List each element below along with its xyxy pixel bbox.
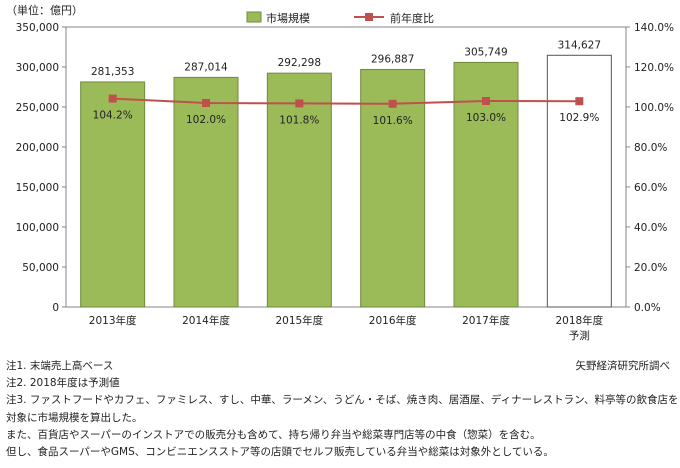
left-axis-tick-label: 0 bbox=[52, 302, 59, 314]
bar bbox=[80, 81, 146, 308]
category-label: 2013年度 bbox=[89, 314, 137, 327]
right-axis-tick-label: 0.0% bbox=[634, 302, 661, 314]
growth-marker bbox=[482, 97, 490, 105]
unit-label: （単位：億円） bbox=[6, 3, 83, 17]
right-axis-tick-label: 40.0% bbox=[634, 222, 667, 234]
left-axis-tick-label: 150,000 bbox=[16, 182, 59, 194]
market-size-chart: 0 50,000 100,000 150,000 200,000 250,000 300,0… bbox=[6, 3, 674, 342]
note-5: 但し、食品スーパーやGMS、コンビニエンスストア等の店頭でセルフ販売している弁当… bbox=[6, 446, 554, 459]
legend-line-marker bbox=[365, 13, 373, 21]
category-label: 2014年度 bbox=[182, 314, 230, 327]
category-sublabel: 予測 bbox=[569, 329, 590, 342]
left-axis-tick-label: 250,000 bbox=[16, 102, 59, 114]
growth-line bbox=[112, 97, 580, 105]
growth-value-label: 103.0% bbox=[466, 112, 506, 124]
right-axis-tick-label: 140.0% bbox=[634, 22, 674, 34]
right-axis-tick-label: 20.0% bbox=[634, 262, 667, 274]
bar bbox=[173, 76, 239, 308]
bar-value-label: 292,298 bbox=[278, 57, 321, 69]
growth-value-label: 101.8% bbox=[279, 114, 319, 126]
right-axis-tick-label: 120.0% bbox=[634, 62, 674, 74]
bar-value-label: 305,749 bbox=[464, 46, 507, 58]
bar-value-label: 296,887 bbox=[371, 53, 414, 65]
left-axis-tick-label: 300,000 bbox=[16, 62, 59, 74]
growth-value-label: 102.0% bbox=[186, 114, 226, 126]
left-axis-tick-label: 200,000 bbox=[16, 142, 59, 154]
bar-value-label: 287,014 bbox=[184, 61, 228, 73]
growth-value-label: 104.2% bbox=[93, 110, 133, 122]
note-1: 注1. 末端売上高ベース bbox=[6, 360, 114, 372]
plot-area-frame bbox=[65, 26, 627, 308]
note-2: 注2. 2018年度は予測値 bbox=[6, 377, 120, 390]
right-axis-tick-label: 100.0% bbox=[634, 102, 674, 114]
legend-bar-swatch bbox=[246, 11, 262, 23]
bar bbox=[266, 72, 332, 308]
legend-bar-label: 市場規模 bbox=[266, 11, 310, 25]
notes-block: 注1. 末端売上高ベース 注2. 2018年度は予測値 注3. ファストフードや… bbox=[6, 358, 679, 461]
growth-marker bbox=[575, 97, 584, 106]
growth-marker bbox=[295, 99, 304, 108]
category-label: 2018年度 bbox=[555, 314, 603, 327]
left-axis-tick-label: 50,000 bbox=[22, 262, 59, 274]
category-label: 2016年度 bbox=[369, 314, 417, 327]
right-axis-tick-label: 60.0% bbox=[634, 182, 667, 194]
right-axis-tick-label: 80.0% bbox=[634, 142, 667, 154]
growth-value-label: 101.6% bbox=[373, 115, 413, 127]
note-3: 注3. ファストフードやカフェ、ファミレス、すし、中華、ラーメン、うどん・そば、… bbox=[6, 394, 679, 407]
category-label: 2017年度 bbox=[462, 314, 510, 327]
bar-value-label: 281,353 bbox=[91, 66, 134, 78]
growth-value-label: 102.9% bbox=[559, 112, 599, 124]
growth-marker bbox=[202, 99, 210, 107]
bar-forecast bbox=[546, 54, 612, 308]
note-3-continued: 対象に市場規模を算出した。 bbox=[6, 411, 143, 424]
category-label: 2015年度 bbox=[275, 314, 323, 327]
source-credit: 矢野経済研究所調べ bbox=[575, 360, 671, 372]
bar-value-label: 314,627 bbox=[558, 39, 601, 51]
left-axis-tick-label: 350,000 bbox=[16, 22, 59, 34]
growth-marker bbox=[388, 99, 397, 108]
legend-line-label: 前年度比 bbox=[390, 11, 434, 25]
note-4: また、百貨店やスーパーのインストアでの販売分も含めて、持ち帰り弁当や総菜専門店等… bbox=[6, 428, 541, 441]
bar bbox=[360, 68, 426, 308]
left-axis-tick-label: 100,000 bbox=[16, 222, 59, 234]
growth-marker bbox=[108, 94, 117, 103]
bar bbox=[453, 61, 519, 308]
